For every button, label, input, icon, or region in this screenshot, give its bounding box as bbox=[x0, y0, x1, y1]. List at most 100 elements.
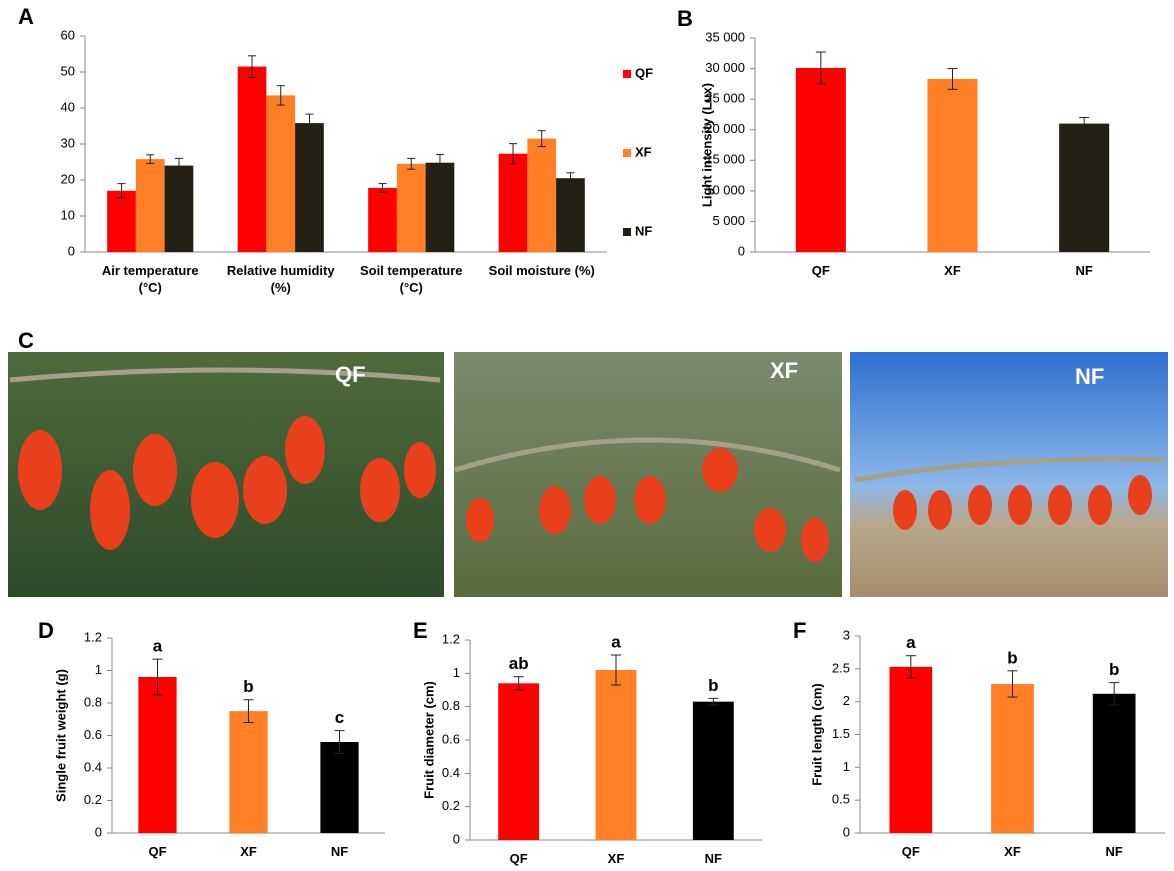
panel-label: E bbox=[413, 618, 428, 643]
significance-label: c bbox=[335, 708, 344, 727]
y-tick-label: 0 bbox=[95, 824, 102, 839]
y-tick-label: 1 bbox=[843, 759, 850, 774]
y-axis-label: Fruit diameter (cm) bbox=[421, 681, 436, 799]
bar bbox=[238, 67, 267, 252]
x-tick-label-box: XF bbox=[962, 843, 1064, 871]
x-tick-label-box: QF bbox=[470, 850, 567, 871]
y-tick-label: 5 000 bbox=[712, 213, 745, 228]
bar bbox=[527, 139, 556, 252]
bar bbox=[927, 79, 977, 252]
x-tick-label: NF bbox=[1018, 262, 1150, 279]
x-tick-label-box: Soil moisture (%) bbox=[477, 262, 608, 302]
legend-label: NF bbox=[635, 223, 652, 238]
x-tick-label-box: Soil temperature (°C) bbox=[346, 262, 477, 302]
y-tick-label: 0.2 bbox=[442, 798, 460, 813]
bar bbox=[556, 178, 585, 252]
significance-label: ab bbox=[509, 654, 529, 673]
y-tick-label: 0.4 bbox=[442, 765, 460, 780]
bar bbox=[320, 742, 358, 833]
bar bbox=[165, 166, 194, 252]
y-axis-label: Light intensity (Lux) bbox=[699, 83, 714, 207]
y-tick-label: 60 bbox=[61, 27, 75, 42]
x-tick-label: QF bbox=[755, 262, 887, 279]
x-tick-label: XF bbox=[203, 843, 294, 860]
significance-label: b bbox=[708, 676, 718, 695]
y-tick-label: 0 bbox=[68, 243, 75, 258]
x-tick-label-box: XF bbox=[887, 262, 1019, 302]
x-tick-label-box: QF bbox=[860, 843, 962, 871]
x-tick-label: Air temperature (°C) bbox=[85, 262, 216, 296]
x-tick-label: QF bbox=[860, 843, 962, 860]
x-tick-label: NF bbox=[665, 850, 762, 867]
y-tick-label: 1 bbox=[95, 662, 102, 677]
y-tick-label: 0.5 bbox=[832, 792, 850, 807]
x-tick-label: NF bbox=[294, 843, 385, 860]
photo-label: XF bbox=[770, 358, 798, 383]
x-tick-label: Relative humidity (%) bbox=[216, 262, 347, 296]
y-axis-label: Single fruit weight (g) bbox=[53, 669, 68, 802]
bar bbox=[889, 667, 932, 833]
photo-label: QF bbox=[335, 362, 366, 387]
x-tick-label-box: NF bbox=[1018, 262, 1150, 302]
y-tick-label: 0 bbox=[453, 831, 460, 846]
x-tick-label-box: QF bbox=[112, 843, 203, 871]
legend-swatch bbox=[623, 149, 631, 157]
y-tick-label: 0.8 bbox=[442, 698, 460, 713]
panel-label: D bbox=[38, 618, 54, 643]
legend-label: XF bbox=[635, 144, 652, 159]
panel-label: B bbox=[677, 6, 693, 31]
y-tick-label: 35 000 bbox=[705, 29, 745, 44]
x-tick-label-box: NF bbox=[665, 850, 762, 871]
legend-swatch bbox=[623, 228, 631, 236]
legend-label: QF bbox=[635, 65, 653, 80]
bar bbox=[266, 95, 295, 252]
significance-label: b bbox=[1007, 648, 1017, 667]
bar bbox=[136, 159, 165, 252]
y-tick-label: 2 bbox=[843, 693, 850, 708]
x-tick-label-box: Air temperature (°C) bbox=[85, 262, 216, 302]
figure: C QF XF NF A0102030405060Air temperature… bbox=[0, 0, 1174, 871]
x-tick-label: XF bbox=[962, 843, 1064, 860]
y-tick-label: 1 bbox=[453, 665, 460, 680]
bar bbox=[426, 163, 455, 252]
y-tick-label: 2.5 bbox=[832, 660, 850, 675]
x-tick-label: QF bbox=[112, 843, 203, 860]
x-tick-label: XF bbox=[567, 850, 664, 867]
bar bbox=[498, 683, 539, 840]
bar bbox=[368, 188, 397, 252]
y-tick-label: 0 bbox=[843, 824, 850, 839]
bar bbox=[229, 711, 267, 833]
y-tick-label: 0.2 bbox=[84, 792, 102, 807]
x-tick-label-box: XF bbox=[203, 843, 294, 871]
significance-label: a bbox=[906, 633, 916, 652]
y-tick-label: 0.6 bbox=[84, 727, 102, 742]
y-tick-label: 1.5 bbox=[832, 726, 850, 741]
y-axis-label: Fruit length (cm) bbox=[809, 683, 824, 786]
bar bbox=[107, 191, 136, 252]
bar bbox=[693, 702, 734, 840]
x-tick-label-box: QF bbox=[755, 262, 887, 302]
bar bbox=[138, 677, 176, 833]
y-tick-label: 50 bbox=[61, 63, 75, 78]
bar bbox=[499, 154, 528, 252]
bar bbox=[295, 123, 324, 252]
x-tick-label-box: NF bbox=[294, 843, 385, 871]
y-tick-label: 3 bbox=[843, 627, 850, 642]
y-tick-label: 0.8 bbox=[84, 694, 102, 709]
photo bbox=[454, 352, 842, 597]
y-tick-label: 0 bbox=[738, 243, 745, 258]
y-tick-label: 40 bbox=[61, 99, 75, 114]
y-tick-label: 10 bbox=[61, 207, 75, 222]
significance-label: b bbox=[1109, 660, 1119, 679]
x-tick-label: Soil moisture (%) bbox=[477, 262, 608, 279]
significance-label: a bbox=[153, 637, 163, 656]
y-tick-label: 1.2 bbox=[84, 629, 102, 644]
y-tick-label: 0.4 bbox=[84, 759, 102, 774]
panel-label: A bbox=[18, 4, 34, 29]
bar bbox=[1093, 694, 1136, 833]
y-tick-label: 0.6 bbox=[442, 731, 460, 746]
bar bbox=[796, 68, 846, 252]
significance-label: b bbox=[243, 677, 253, 696]
panel-label: F bbox=[793, 618, 806, 643]
x-tick-label: Soil temperature (°C) bbox=[346, 262, 477, 296]
